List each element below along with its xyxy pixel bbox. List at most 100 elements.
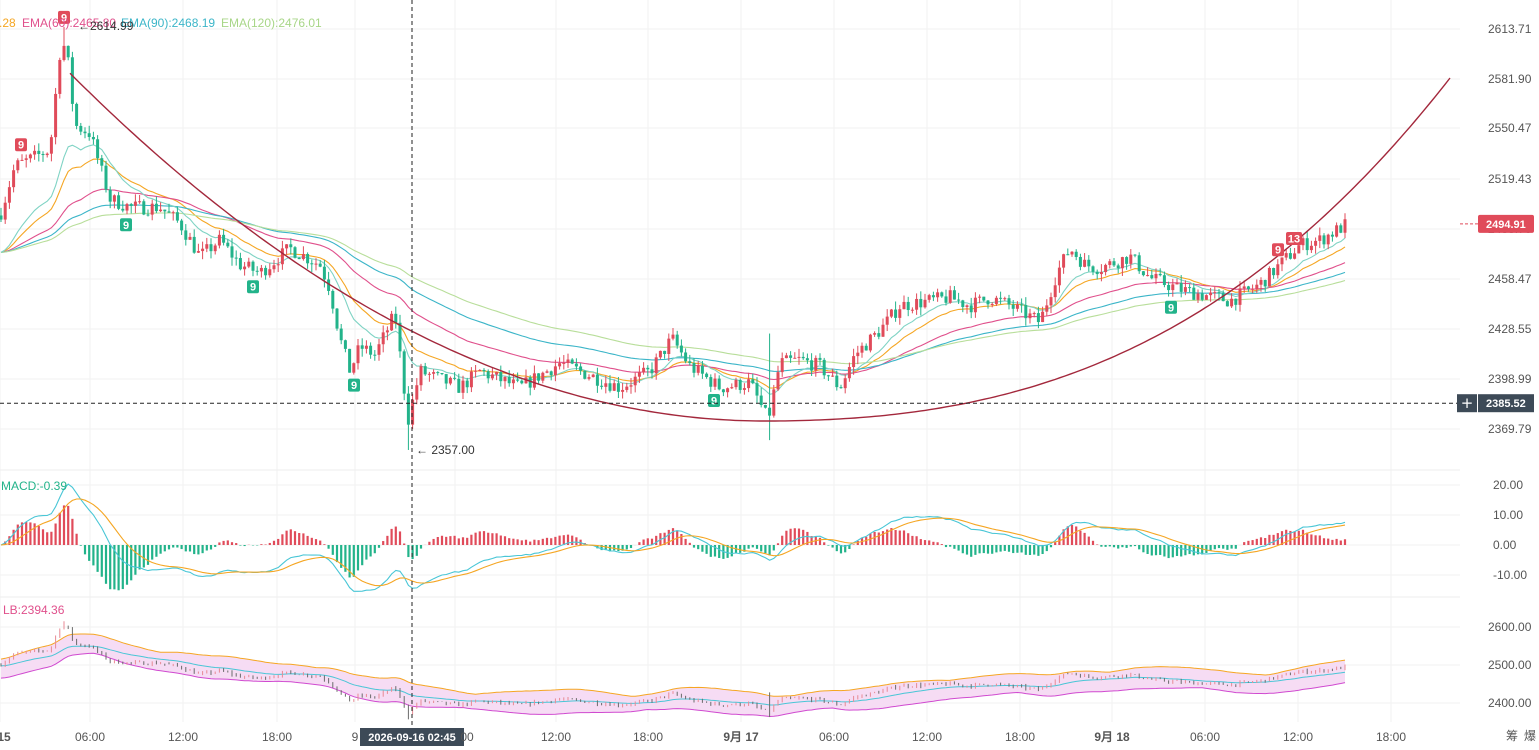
y-tick-label: 2519.43	[1488, 172, 1532, 186]
candle-body	[394, 313, 398, 323]
candle-body	[646, 367, 650, 370]
candle-body	[616, 383, 620, 392]
ema-lines	[0, 144, 1346, 395]
candle-body	[1272, 268, 1276, 276]
candle-body	[3, 202, 7, 220]
candle-body	[948, 290, 952, 303]
ema-line	[0, 204, 1346, 372]
candle-body	[184, 230, 188, 240]
candle-body	[171, 212, 175, 214]
candle-body	[108, 189, 112, 202]
candle-body	[1234, 298, 1238, 305]
candle-body	[1309, 245, 1313, 251]
candle-body	[1204, 295, 1208, 300]
candle-body	[999, 297, 1003, 299]
candle-body	[12, 170, 16, 188]
candle-body	[402, 351, 406, 394]
candle-body	[1209, 292, 1213, 296]
x-tick-label: 18:00	[1376, 730, 1406, 744]
candle-body	[801, 356, 805, 359]
candle-body	[301, 254, 305, 260]
candle-body	[1196, 293, 1200, 300]
candle-body	[772, 389, 776, 416]
candle-body	[1158, 273, 1162, 276]
y-tick-label: 2369.79	[1488, 422, 1532, 436]
td-tag-label: 13	[1288, 233, 1300, 245]
candle-body	[1150, 275, 1154, 279]
candle-body	[423, 366, 427, 375]
corner-label-chips[interactable]: 筹	[1506, 729, 1519, 743]
candle-body	[490, 374, 494, 379]
td-tag-label: 9	[250, 282, 256, 294]
candle-body	[541, 372, 545, 381]
candle-body	[1318, 235, 1322, 241]
lb-y-tick-label: 2600.00	[1488, 620, 1532, 634]
candle-body	[1200, 293, 1204, 300]
td-tag-box	[1272, 243, 1284, 257]
candle-body	[747, 379, 751, 389]
candle-body	[1011, 304, 1015, 309]
candle-body	[793, 357, 797, 359]
candle-body	[188, 236, 192, 240]
low-price-label: ← 2357.00	[416, 443, 475, 457]
candle-body	[1339, 225, 1343, 233]
candle-body	[957, 299, 961, 301]
candle-body	[100, 158, 104, 166]
candle-body	[335, 308, 339, 329]
candle-body	[125, 204, 129, 211]
candle-body	[642, 367, 646, 373]
candle-body	[45, 153, 49, 156]
candle-body	[1028, 313, 1032, 319]
candle-body	[852, 356, 856, 368]
candle-body	[1137, 255, 1141, 272]
candle-body	[478, 369, 482, 371]
candle-body	[658, 350, 662, 358]
td-tag-label: 9	[18, 140, 24, 152]
candle-body	[192, 236, 196, 253]
candle-body	[436, 372, 440, 374]
ema-line	[0, 158, 1346, 389]
candle-body	[839, 387, 843, 389]
candle-body	[1125, 257, 1129, 264]
candle-body	[696, 365, 700, 373]
candle-body	[856, 352, 860, 357]
candle-body	[138, 201, 142, 203]
candle-body	[398, 322, 402, 352]
candle-body	[1053, 285, 1057, 298]
candle-body	[835, 375, 839, 388]
candle-body	[978, 296, 982, 298]
candle-body	[1141, 271, 1145, 276]
candle-body	[251, 261, 255, 271]
candle-body	[503, 377, 507, 382]
candle-body	[700, 365, 704, 374]
candle-body	[923, 299, 927, 308]
candle-body	[348, 348, 352, 373]
candle-body	[1293, 253, 1297, 259]
candle-body	[982, 296, 986, 301]
candle-body	[121, 208, 125, 211]
ema-line	[0, 188, 1346, 381]
candle-body	[734, 380, 738, 388]
candle-body	[679, 345, 683, 353]
candle-body	[1335, 225, 1339, 237]
lb-line	[0, 645, 1346, 706]
macd-y-tick-label: -10.00	[1493, 568, 1527, 582]
x-tick-label: 00	[460, 730, 474, 744]
candle-body	[713, 378, 717, 387]
crosshair-price-badge	[1478, 394, 1534, 413]
candle-body	[1251, 288, 1255, 290]
x-tick-label: 15	[0, 730, 11, 744]
candle-body	[877, 333, 881, 337]
candle-body	[549, 371, 553, 376]
corner-label-burst[interactable]: 爆	[1524, 729, 1537, 743]
candle-body	[1020, 304, 1024, 306]
candle-body	[1015, 304, 1019, 309]
candle-body	[154, 203, 158, 212]
high-price-label: ←2614.99	[78, 19, 134, 33]
candle-body	[33, 150, 37, 155]
candle-body	[1221, 293, 1225, 302]
candle-body	[919, 298, 923, 308]
candle-body	[440, 372, 444, 375]
candle-body	[1267, 268, 1271, 287]
